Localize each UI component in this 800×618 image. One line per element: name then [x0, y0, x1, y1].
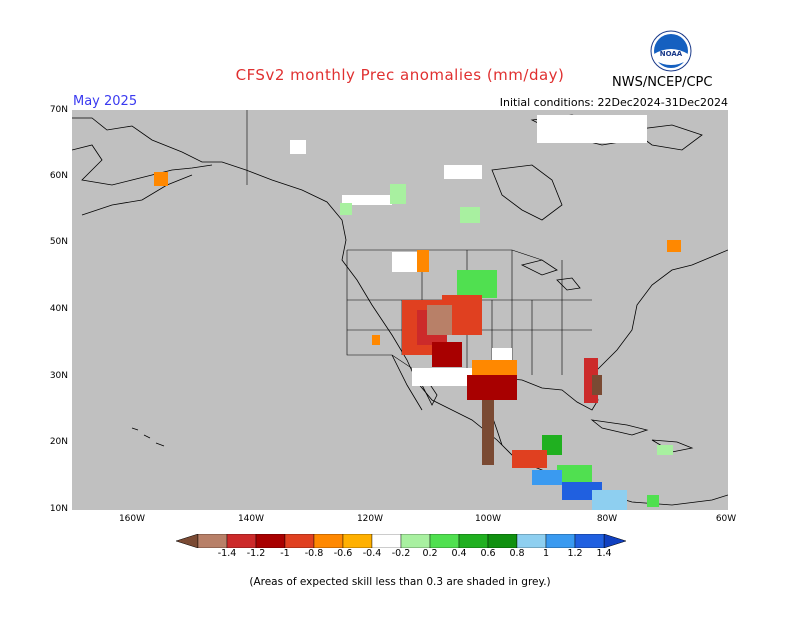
lat-label-50n: 50N	[49, 237, 68, 247]
colorbar-tick-label: 0.8	[509, 548, 525, 559]
colorbar-box	[313, 534, 344, 548]
map-background	[72, 110, 728, 510]
lat-label-40n: 40N	[49, 304, 68, 314]
colorbar-box	[487, 534, 518, 548]
lat-label-20n: 20N	[49, 437, 68, 447]
lon-label-60w: 60W	[715, 514, 737, 524]
colorbar-tick-label: 0.4	[451, 548, 467, 559]
colorbar-tick-label: -1.4	[217, 548, 237, 559]
colorbar-tick-label: -0.6	[333, 548, 353, 559]
forecast-month: May 2025	[73, 94, 138, 109]
lon-label-100w: 100W	[474, 514, 502, 524]
anomaly-cells	[154, 115, 681, 510]
lat-label-60n: 60N	[49, 171, 68, 181]
noaa-logo-text: NOAA	[660, 50, 683, 58]
colorbar-box	[284, 534, 315, 548]
lat-label-30n: 30N	[49, 371, 68, 381]
agency-label: NWS/NCEP/CPC	[612, 75, 713, 90]
colorbar-box	[429, 534, 460, 548]
colorbar-left-arrow	[176, 534, 199, 548]
lon-label-140w: 140W	[237, 514, 265, 524]
map-title: CFSv2 monthly Prec anomalies (mm/day)	[235, 66, 565, 84]
lat-label-10n: 10N	[49, 504, 68, 514]
lon-label-160w: 160W	[118, 514, 146, 524]
lon-label-80w: 80W	[596, 514, 618, 524]
lon-label-120w: 120W	[356, 514, 384, 524]
noaa-logo: NOAA	[650, 30, 692, 72]
colorbar-box	[197, 534, 228, 548]
colorbar-tick-label: 0.6	[480, 548, 496, 559]
initial-conditions: Initial conditions: 22Dec2024-31Dec2024	[499, 96, 728, 109]
colorbar-tick-label: 1.4	[596, 548, 612, 559]
colorbar-box	[400, 534, 431, 548]
colorbar-tick-label: -1.2	[246, 548, 266, 559]
colorbar-tick-label: -1	[280, 548, 290, 559]
colorbar-right-arrow	[603, 534, 626, 548]
colorbar-tick-label: -0.4	[362, 548, 382, 559]
colorbar-tick-label: 1	[542, 548, 550, 559]
colorbar-box	[545, 534, 576, 548]
colorbar-tick-label: 1.2	[567, 548, 583, 559]
skill-footnote: (Areas of expected skill less than 0.3 a…	[249, 576, 551, 588]
colorbar-box	[226, 534, 257, 548]
colorbar	[176, 534, 626, 548]
colorbar-box	[342, 534, 373, 548]
colorbar-tick-label: 0.2	[422, 548, 438, 559]
colorbar-box	[516, 534, 547, 548]
colorbar-tick-label: -0.2	[391, 548, 411, 559]
colorbar-box	[371, 534, 402, 548]
lat-label-70n: 70N	[49, 105, 68, 115]
colorbar-tick-label: -0.8	[304, 548, 324, 559]
colorbar-box	[574, 534, 605, 548]
colorbar-box	[255, 534, 286, 548]
precip-anomaly-map	[72, 110, 728, 510]
colorbar-box	[458, 534, 489, 548]
colorbar-boxes	[197, 534, 605, 548]
